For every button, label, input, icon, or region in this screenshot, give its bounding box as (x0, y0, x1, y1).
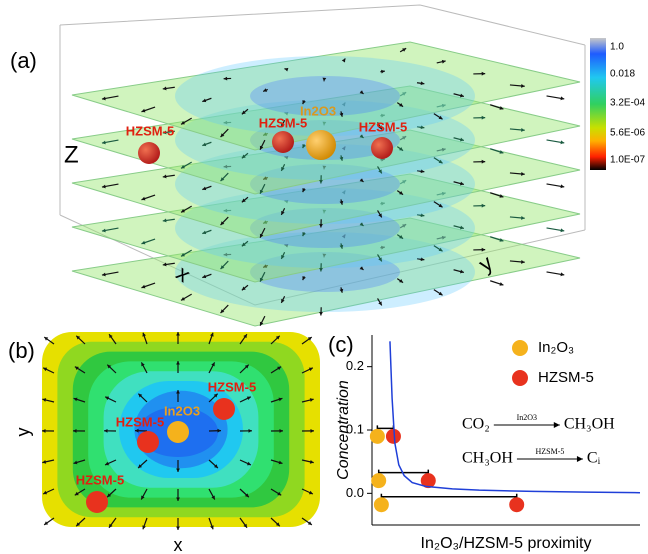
y-tick-label: 0.0 (346, 485, 364, 500)
panel-label: (c) (328, 332, 354, 357)
equation-reactant: CH₃OH (462, 450, 513, 467)
catalyst-label: HZSM-5 (76, 472, 124, 487)
colorbar-label: 3.2E-04 (610, 98, 645, 109)
arrow-head (554, 422, 560, 428)
catalyst-label: HZSM-5 (126, 123, 174, 138)
colorbar (590, 38, 606, 170)
legend-marker (512, 340, 528, 356)
proximity-bar (381, 494, 516, 500)
figure: (a) Z x y 1.0 0.018 3.2E-04 5.6E-06 1.0E… (0, 0, 648, 554)
x-axis-label: In₂O₃/HZSM-5 proximity (421, 535, 592, 552)
colorbar-label: 1.0E-07 (610, 155, 645, 166)
colorbar-label: 1.0 (610, 42, 624, 53)
legend-marker (512, 370, 528, 386)
panel-label: (a) (10, 48, 37, 73)
point (509, 497, 524, 512)
y-tick-label: 0.2 (346, 358, 364, 373)
equation-reactant: CO₂ (462, 416, 490, 433)
y-axis-label: Concentration (335, 380, 352, 480)
panel-label: (b) (8, 338, 35, 363)
equation-product: Cᵢ (587, 450, 601, 467)
catalyst-label: In2O3 (164, 403, 200, 418)
colorbar-label: 5.6E-06 (610, 128, 645, 139)
hzsm-particle (86, 491, 108, 513)
hzsm-sphere (371, 137, 393, 159)
arrow-head (176, 526, 180, 530)
catalyst-label: HZSM-5 (116, 414, 164, 429)
legend-label: HZSM-5 (538, 369, 594, 386)
catalyst-label: HZSM-5 (259, 115, 307, 130)
equation-catalyst: In2O3 (517, 413, 537, 422)
hzsm-sphere (272, 131, 294, 153)
point (371, 473, 386, 488)
hzsm-sphere (138, 142, 160, 164)
axis-label: y (13, 428, 33, 437)
axis-label: x (174, 535, 183, 554)
catalyst-label: HZSM-5 (359, 119, 407, 134)
catalyst-label: HZSM-5 (208, 379, 256, 394)
point (374, 497, 389, 512)
hzsm-particle (213, 398, 235, 420)
legend-label: In₂O₃ (538, 339, 574, 356)
equation-product: CH₃OH (564, 416, 615, 433)
hzsm-particle (137, 431, 159, 453)
panel-a (60, 5, 585, 326)
arrow-head (319, 312, 323, 316)
in2o3-particle (167, 421, 189, 443)
in2o3-sphere (306, 130, 336, 160)
point (370, 429, 385, 444)
axis-label: Z (64, 141, 79, 168)
colorbar-label: 0.018 (610, 69, 635, 80)
equation-catalyst: HZSM-5 (535, 447, 564, 456)
arrow-head (577, 456, 583, 462)
